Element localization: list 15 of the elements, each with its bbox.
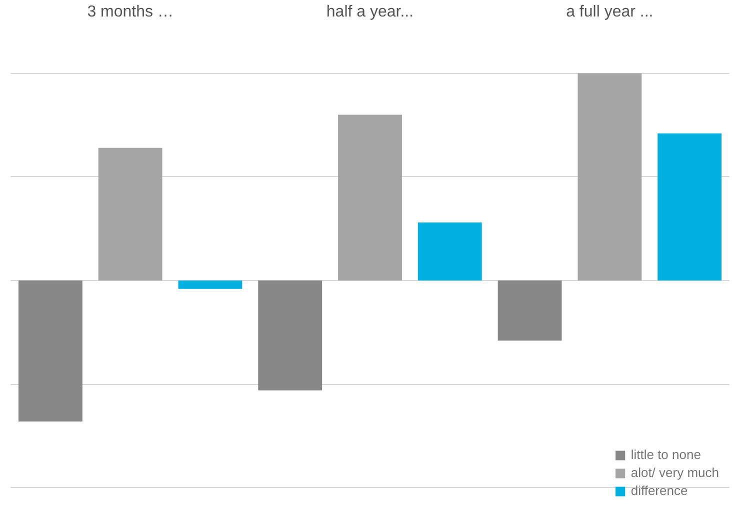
- legend-label: alot/ very much: [630, 465, 719, 480]
- bar: [498, 280, 562, 341]
- bar: [418, 222, 482, 281]
- legend-label: difference: [630, 483, 688, 498]
- bar: [98, 148, 162, 281]
- x-tick-label: 3 months …: [87, 4, 174, 20]
- legend-label: little to none: [630, 447, 701, 462]
- bar: [658, 133, 722, 281]
- x-tick-label: a full year ...: [566, 4, 654, 20]
- bar: [18, 280, 82, 422]
- bar: [178, 280, 242, 289]
- x-tick-label: half a year...: [326, 4, 414, 20]
- bar: [338, 114, 402, 281]
- bar: [258, 280, 322, 390]
- bar: [578, 73, 642, 281]
